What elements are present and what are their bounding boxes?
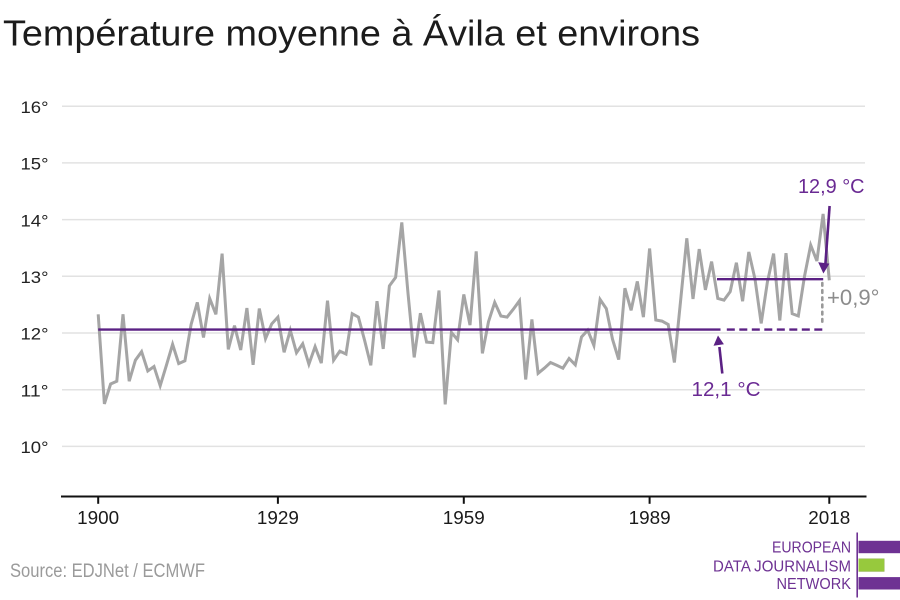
svg-text:1900: 1900 <box>77 507 119 528</box>
svg-text:EUROPEAN: EUROPEAN <box>772 540 851 557</box>
svg-text:2018: 2018 <box>808 507 850 528</box>
svg-text:12°: 12° <box>21 326 49 344</box>
svg-text:16°: 16° <box>21 99 49 117</box>
svg-text:Source: EDJNet / ECMWF: Source: EDJNet / ECMWF <box>10 561 205 582</box>
svg-text:Température moyenne à Ávila et: Température moyenne à Ávila et environs <box>3 12 700 53</box>
svg-text:NETWORK: NETWORK <box>777 576 852 593</box>
svg-text:11°: 11° <box>21 382 49 400</box>
svg-text:12,9 °C: 12,9 °C <box>798 176 865 198</box>
svg-text:+0,9°: +0,9° <box>827 285 880 310</box>
svg-text:15°: 15° <box>21 156 49 174</box>
svg-text:10°: 10° <box>21 439 49 457</box>
svg-text:1989: 1989 <box>629 507 671 528</box>
svg-text:13°: 13° <box>21 269 49 287</box>
svg-text:12,1 °C: 12,1 °C <box>692 379 761 401</box>
svg-text:1929: 1929 <box>257 507 299 528</box>
svg-text:DATA JOURNALISM: DATA JOURNALISM <box>713 558 851 575</box>
svg-text:1959: 1959 <box>443 507 485 528</box>
svg-text:14°: 14° <box>21 212 49 230</box>
